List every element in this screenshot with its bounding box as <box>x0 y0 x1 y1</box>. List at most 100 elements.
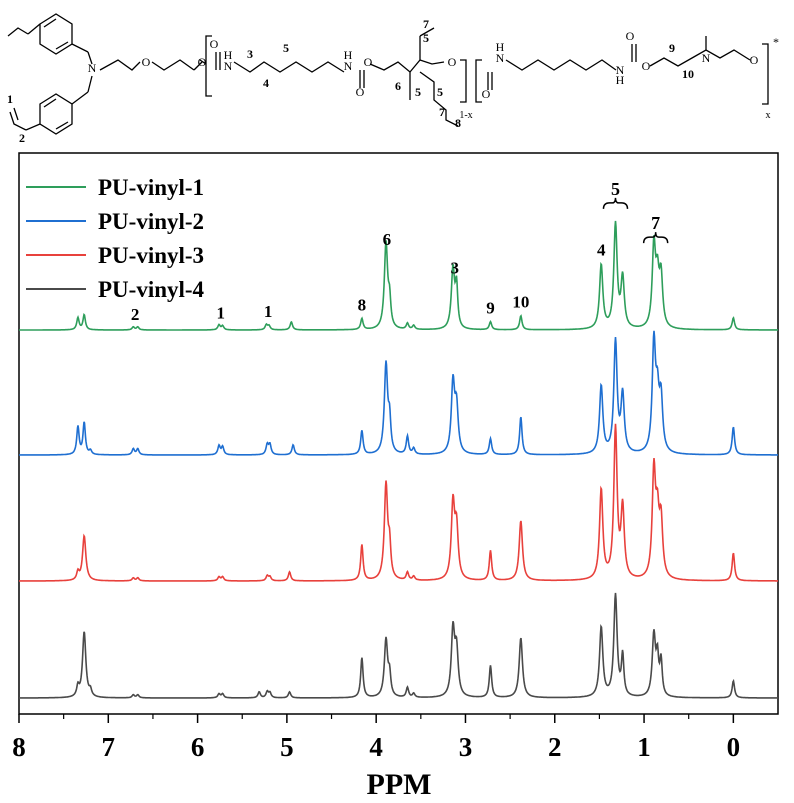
atom-label: H <box>616 73 625 87</box>
vinyl-bond-bottom <box>9 111 27 131</box>
bond <box>27 23 41 35</box>
hexamethylene-2 <box>505 59 617 71</box>
carbon-number-label: 5 <box>283 41 289 55</box>
atom-label: O <box>750 53 759 67</box>
spectrum-line-1 <box>19 220 778 331</box>
atom-label: N <box>88 61 97 75</box>
ring-double-bond <box>55 121 69 130</box>
carbon-number-label: 6 <box>395 79 401 93</box>
atom-label: N <box>616 63 625 77</box>
peak-annotations: 2 1 1 8 6 3 9 10 4 5 7 <box>131 179 669 324</box>
peak-label: 3 <box>451 258 460 277</box>
spectra-layer <box>19 220 778 699</box>
carbon-number-label: 3 <box>247 47 253 61</box>
peak-label: 7 <box>651 213 660 233</box>
atom-label: O <box>142 55 151 69</box>
bracket-right-2 <box>762 43 769 105</box>
diol-chain <box>369 59 445 73</box>
bracket-left-2 <box>475 59 482 103</box>
carbon-number-label: 9 <box>669 41 675 55</box>
atom-label: O <box>198 55 207 69</box>
benzene-ring-top <box>39 13 73 55</box>
peak-label: 10 <box>512 293 529 312</box>
ring-double-bond <box>43 98 57 108</box>
legend-label: PU-vinyl-3 <box>98 243 204 268</box>
hexamethylene-1 <box>233 61 345 73</box>
atom-label: O <box>626 29 635 43</box>
x-tick-label: 0 <box>727 732 741 762</box>
carbon-number-label: 8 <box>455 116 461 130</box>
atom-label: H <box>496 40 505 54</box>
legend-label: PU-vinyl-2 <box>98 209 204 234</box>
atom-label: x <box>766 110 771 121</box>
peak-label: 6 <box>383 230 392 249</box>
peak-brace <box>602 197 629 209</box>
peak-label: 1 <box>264 302 273 321</box>
peak-brace <box>642 232 669 244</box>
backbone-chain-2 <box>151 59 195 71</box>
ring-double-bond <box>43 18 57 28</box>
peak-label: 9 <box>486 299 495 318</box>
butyl-chain <box>419 71 459 127</box>
vinyl-bond-top <box>7 27 29 37</box>
atom-label: * <box>773 35 779 49</box>
x-tick-label: 5 <box>280 732 294 762</box>
carbon-number-label: 1 <box>7 92 13 106</box>
atom-label: H <box>344 48 353 62</box>
x-tick-label: 4 <box>369 732 383 762</box>
atom-label: O <box>210 37 219 51</box>
atom-label: O <box>448 55 457 69</box>
peak-label: 2 <box>131 305 140 324</box>
atom-label: 1-x <box>459 110 472 121</box>
x-tick-label: 1 <box>637 732 651 762</box>
spectrum-line-2 <box>19 330 778 456</box>
bond <box>71 43 89 53</box>
x-axis-label: PPM <box>367 768 432 801</box>
bond <box>419 27 435 37</box>
spectrum-line-4 <box>19 592 778 699</box>
legend-label: PU-vinyl-4 <box>98 277 205 302</box>
bracket-right-1 <box>460 59 467 103</box>
peak-label: 1 <box>217 303 226 322</box>
x-tick-label: 6 <box>191 732 205 762</box>
carbon-number-label: 4 <box>263 76 269 90</box>
plot-frame <box>18 152 779 715</box>
legend-label: PU-vinyl-1 <box>98 175 204 200</box>
bond <box>87 75 93 93</box>
bond <box>71 91 89 105</box>
carbon-number-label: 5 <box>437 85 443 99</box>
bond <box>25 123 41 131</box>
carbon-number-label: 5 <box>423 31 429 45</box>
x-axis: 8 7 6 5 4 3 2 1 0 <box>12 714 740 762</box>
atom-label: O <box>356 85 365 99</box>
x-tick-label: 2 <box>548 732 562 762</box>
atom-label: O <box>482 87 491 101</box>
spectrum-line-3 <box>19 423 778 582</box>
x-tick-label: 3 <box>459 732 473 762</box>
carbon-number-label: 7 <box>423 17 429 31</box>
backbone-chain-1 <box>99 59 141 71</box>
atom-label: O <box>642 59 651 73</box>
carbon-number-label: 7 <box>439 105 445 119</box>
carbon-number-label: 2 <box>19 131 25 145</box>
x-tick-label: 7 <box>102 732 116 762</box>
atom-label: H <box>224 48 233 62</box>
vinyl-double-bond <box>13 107 19 121</box>
atom-label: N <box>702 51 711 65</box>
carbon-number-label: 5 <box>415 85 421 99</box>
bond <box>87 51 93 65</box>
atom-label: N <box>496 51 505 65</box>
carbamate-bond-1 <box>199 59 207 65</box>
atom-label: N <box>344 59 353 73</box>
ring-double-bond <box>55 41 69 50</box>
bracket-left-1 <box>205 35 212 97</box>
benzene-ring-bottom <box>39 93 73 135</box>
x-tick-label: 8 <box>12 732 26 762</box>
carbon-number-label: 10 <box>682 67 694 81</box>
peak-label: 4 <box>597 240 606 259</box>
n-methyl-chain <box>649 49 751 67</box>
legend: PU-vinyl-1 PU-vinyl-2 PU-vinyl-3 PU-vinyl-4 <box>26 175 205 302</box>
peak-label: 5 <box>611 179 620 199</box>
